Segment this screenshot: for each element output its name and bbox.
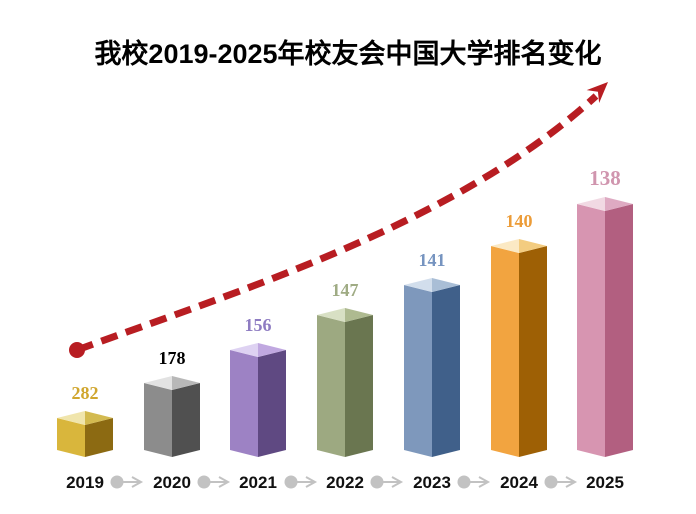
value-label-2023: 141 — [419, 250, 446, 270]
bar-right-face — [432, 285, 460, 457]
separator-arrowhead-icon — [391, 476, 404, 488]
year-label-2022: 2022 — [326, 473, 364, 492]
bar-top-right-face — [605, 197, 633, 211]
bar-left-face — [404, 285, 432, 457]
bar-2019 — [57, 411, 113, 457]
bar-left-face — [577, 204, 605, 457]
bar-top-right-face — [345, 308, 373, 322]
bar-top-left-face — [144, 376, 172, 390]
year-separator — [197, 475, 231, 489]
bar-right-face — [172, 383, 200, 457]
bar-top-right-face — [432, 278, 460, 292]
value-label-2021: 156 — [245, 315, 272, 335]
bar-top-left-face — [230, 343, 258, 357]
year-separator — [370, 475, 404, 489]
separator-dot-icon — [457, 475, 471, 489]
chart-title: 我校2019-2025年校友会中国大学排名变化 — [94, 38, 601, 69]
separator-dot-icon — [284, 475, 298, 489]
separator-dot-icon — [197, 475, 211, 489]
bar-top-left-face — [317, 308, 345, 322]
bar-left-face — [57, 418, 85, 457]
year-label-2023: 2023 — [413, 473, 451, 492]
bar-right-face — [605, 204, 633, 457]
year-separator — [544, 475, 578, 489]
bar-top-right-face — [172, 376, 200, 390]
year-label-2019: 2019 — [66, 473, 104, 492]
year-label-2025: 2025 — [586, 473, 624, 492]
bar-top-left-face — [577, 197, 605, 211]
trend-arrow — [69, 82, 608, 358]
year-label-2020: 2020 — [153, 473, 191, 492]
year-axis-layer: 2019 2020 2021 2022 2023 2024 2025 — [66, 473, 624, 492]
trend-dashed-curve — [75, 93, 599, 354]
bar-top-left-face — [404, 278, 432, 292]
trend-start-dot — [69, 342, 85, 358]
separator-arrowhead-icon — [131, 476, 144, 488]
bar-left-face — [230, 350, 258, 457]
separator-arrowhead-icon — [218, 476, 231, 488]
bar-top-left-face — [491, 239, 519, 253]
separator-arrowhead-icon — [305, 476, 318, 488]
bar-top-right-face — [258, 343, 286, 357]
bar-2023 — [404, 278, 460, 457]
bar-left-face — [317, 315, 345, 457]
separator-dot-icon — [110, 475, 124, 489]
bar-right-face — [519, 246, 547, 457]
value-label-2020: 178 — [159, 348, 186, 368]
bar-top-right-face — [85, 411, 113, 425]
bar-right-face — [258, 350, 286, 457]
value-label-2024: 140 — [506, 211, 533, 231]
trend-arrowhead-icon — [586, 82, 608, 104]
year-separator — [457, 475, 491, 489]
bar-2020 — [144, 376, 200, 457]
bar-right-face — [85, 418, 113, 457]
bar-2022 — [317, 308, 373, 457]
bar-left-face — [491, 246, 519, 457]
separator-arrowhead-icon — [478, 476, 491, 488]
value-label-2025: 138 — [589, 166, 621, 190]
value-label-2019: 282 — [72, 383, 99, 403]
value-label-2022: 147 — [332, 280, 359, 300]
separator-dot-icon — [544, 475, 558, 489]
bar-top-left-face — [57, 411, 85, 425]
separator-arrowhead-icon — [565, 476, 578, 488]
bar-left-face — [144, 383, 172, 457]
bar-right-face — [345, 315, 373, 457]
year-label-2021: 2021 — [239, 473, 277, 492]
bar-2025 — [577, 197, 633, 457]
bar-top-right-face — [519, 239, 547, 253]
year-separator — [110, 475, 144, 489]
bars-layer — [57, 197, 633, 457]
year-separator — [284, 475, 318, 489]
value-labels-layer: 282 178 156 147 141 140 138 — [72, 166, 621, 403]
bar-2024 — [491, 239, 547, 457]
year-label-2024: 2024 — [500, 473, 538, 492]
separator-dot-icon — [370, 475, 384, 489]
bar-2021 — [230, 343, 286, 457]
